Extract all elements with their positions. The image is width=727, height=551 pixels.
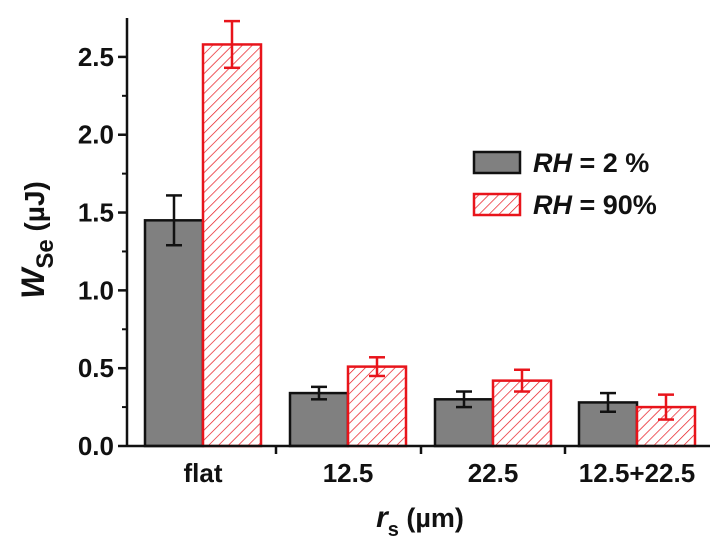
bar-s1-c1 [346,365,408,448]
legend-label-rh-2-italic: RH [533,148,572,178]
x-axis-title-main: r [376,501,390,534]
y-tick-label-3: 1.5 [78,198,114,228]
legend-label-rh-90: RH = 90% [533,190,657,220]
x-tick-label-1: 12.5 [323,458,374,488]
legend: RH = 2 % RH = 90% [472,148,657,220]
y-axis-title-sub: Se [32,239,59,268]
y-axis-title-main: W [15,266,51,299]
y-tick-label-4: 2.0 [78,120,114,150]
legend-swatch-rh-90 [472,192,522,217]
x-tick-labels: flat 12.5 22.5 12.5+22.5 [184,458,696,488]
x-tick-label-3: 12.5+22.5 [579,458,695,488]
legend-label-rh-90-italic: RH [533,190,572,220]
x-axis-title: rs (µm) [376,501,464,541]
legend-swatch-rh-2 [472,150,522,175]
legend-label-rh-90-rest: = 90% [572,190,657,220]
error-bars-group [166,19,674,421]
x-axis-title-unit: (µm) [399,503,464,533]
y-axis-title-unit: (µJ) [19,181,50,239]
bar-s0-c1 [288,391,350,448]
legend-label-rh-2-rest: = 2 % [572,148,649,178]
legend-label-rh-2: RH = 2 % [533,148,649,178]
y-tick-label-0: 0.0 [78,431,114,461]
y-tick-label-1: 0.5 [78,353,114,383]
x-tick-label-2: 22.5 [468,458,519,488]
y-tick-label-5: 2.5 [78,42,114,72]
y-tick-label-2: 1.0 [78,275,114,305]
y-axis-title: WSe (µJ) [15,181,59,299]
legend-item-rh-2: RH = 2 % [472,148,649,178]
bar-s1-c3 [635,405,697,448]
axes-group [118,18,710,454]
bar-s1-c0 [201,43,263,448]
bars-group [143,43,697,448]
x-axis-title-sub: s [388,519,399,541]
legend-item-rh-90: RH = 90% [472,190,657,220]
bar-s0-c0 [143,219,205,448]
y-tick-labels: 0.0 0.5 1.0 1.5 2.0 2.5 [78,42,114,461]
x-tick-label-0: flat [184,458,223,488]
